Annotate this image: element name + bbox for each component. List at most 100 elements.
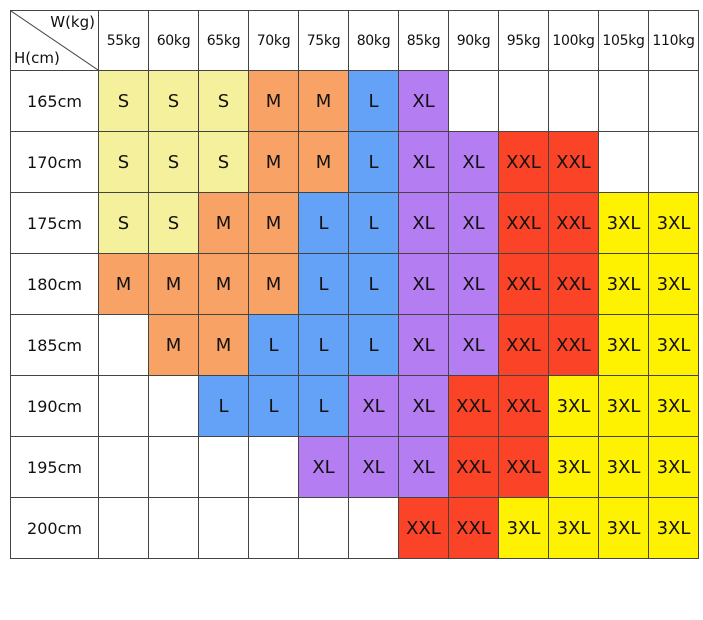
size-cell [548,70,599,132]
size-cell: 3XL [598,436,649,498]
size-cell: S [98,70,149,132]
size-cell: S [98,131,149,193]
size-cell: 3XL [648,436,699,498]
size-cell: XXL [498,436,549,498]
size-cell: M [198,192,249,254]
size-cell: XXL [448,436,499,498]
height-header-cell: 170cm [10,131,99,193]
size-cell [348,497,399,559]
diagonal-divider [11,11,98,70]
size-cell [598,131,649,193]
weight-axis-label: W(kg) [50,13,95,31]
size-cell: 3XL [648,375,699,437]
size-cell: S [98,192,149,254]
size-cell: 3XL [648,314,699,376]
size-cell: M [148,314,199,376]
size-cell: M [148,253,199,315]
size-cell: L [348,192,399,254]
size-cell [598,70,649,132]
height-header-cell: 200cm [10,497,99,559]
size-row: 175cm S S M M L L XL XL XXL XXL 3XL 3XL [10,192,699,254]
size-cell [148,375,199,437]
size-cell [148,497,199,559]
size-cell: XL [398,436,449,498]
size-cell: XL [448,131,499,193]
size-cell: XL [448,253,499,315]
size-cell: XL [298,436,349,498]
weight-header-cell: 105kg [598,10,649,71]
size-cell: L [348,131,399,193]
size-cell: XL [398,314,449,376]
size-cell: M [198,253,249,315]
size-row: 180cm M M M M L L XL XL XXL XXL 3XL 3XL [10,253,699,315]
size-cell [498,70,549,132]
size-cell: L [298,253,349,315]
size-row: 170cm S S S M M L XL XL XXL XXL [10,131,699,193]
size-cell: 3XL [648,497,699,559]
size-cell: 3XL [548,436,599,498]
size-cell [98,497,149,559]
size-cell: XXL [548,192,599,254]
weight-header-row: W(kg) H(cm) 55kg 60kg 65kg 70kg 75kg 80kg 85kg… [10,10,699,71]
size-cell: XXL [548,131,599,193]
size-cell [298,497,349,559]
size-cell: XL [398,253,449,315]
size-cell: S [148,70,199,132]
size-cell: XXL [498,192,549,254]
height-header-cell: 190cm [10,375,99,437]
size-cell: 3XL [598,192,649,254]
size-cell: M [298,70,349,132]
size-cell: S [198,131,249,193]
size-cell: L [198,375,249,437]
size-cell: 3XL [648,253,699,315]
size-cell [198,436,249,498]
size-cell [148,436,199,498]
size-cell: 3XL [648,192,699,254]
size-row: 190cm L L L XL XL XXL XXL 3XL 3XL 3XL [10,375,699,437]
size-cell: L [298,314,349,376]
size-cell [248,497,299,559]
weight-header-cell: 60kg [148,10,199,71]
size-cell: XXL [398,497,449,559]
size-cell: L [248,375,299,437]
size-cell: XXL [498,131,549,193]
weight-header-cell: 65kg [198,10,249,71]
size-cell: XXL [548,314,599,376]
weight-header-cell: 80kg [348,10,399,71]
size-cell: L [348,314,399,376]
height-header-cell: 185cm [10,314,99,376]
size-cell [648,131,699,193]
size-cell: XL [398,131,449,193]
size-cell: XL [348,436,399,498]
weight-header-cell: 70kg [248,10,299,71]
size-row: 185cm M M L L L XL XL XXL XXL 3XL 3XL [10,314,699,376]
size-cell: XXL [448,375,499,437]
size-cell: XXL [498,314,549,376]
size-cell: XXL [548,253,599,315]
height-header-cell: 195cm [10,436,99,498]
weight-header-cell: 110kg [648,10,699,71]
weight-header-cell: 55kg [98,10,149,71]
size-cell: XL [398,192,449,254]
weight-header-cell: 100kg [548,10,599,71]
height-header-cell: 180cm [10,253,99,315]
size-cell: 3XL [598,497,649,559]
size-cell: L [248,314,299,376]
weight-header-cell: 75kg [298,10,349,71]
size-cell: M [248,192,299,254]
size-cell: M [298,131,349,193]
size-cell [648,70,699,132]
size-row: 165cm S S S M M L XL [10,70,699,132]
size-cell [248,436,299,498]
size-cell: S [148,131,199,193]
size-cell: XXL [498,375,549,437]
corner-header-cell: W(kg) H(cm) [10,10,99,71]
height-header-cell: 175cm [10,192,99,254]
size-cell: XL [348,375,399,437]
size-cell: XL [398,70,449,132]
size-cell: XL [448,314,499,376]
height-header-cell: 165cm [10,70,99,132]
size-cell: S [198,70,249,132]
size-cell: 3XL [548,375,599,437]
size-cell: M [98,253,149,315]
